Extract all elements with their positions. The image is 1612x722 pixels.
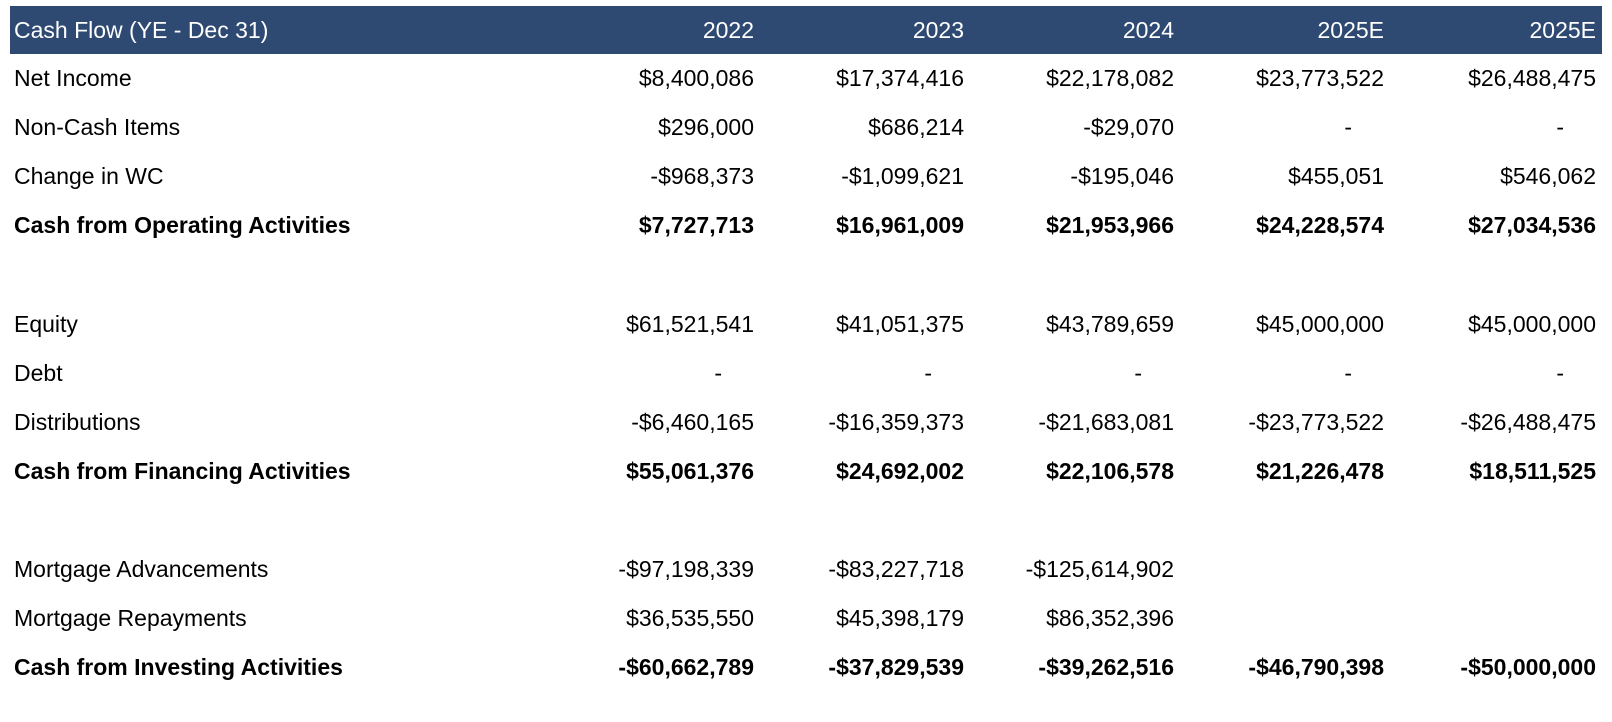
- row-label: Non-Cash Items: [14, 114, 181, 141]
- cell-value: -: [1344, 114, 1352, 141]
- cell-value: $24,692,002: [836, 457, 964, 484]
- cell-value: $686,214: [868, 114, 964, 141]
- cell-value: $21,226,478: [1256, 457, 1384, 484]
- cell-value: $45,000,000: [1468, 310, 1596, 337]
- row-mortgage-advancements: Mortgage Advancements -$97,198,339 -$83,…: [10, 545, 1602, 594]
- cell-value: -$60,662,789: [618, 654, 754, 681]
- header-row: Cash Flow (YE - Dec 31) 2022 2023 2024 2…: [10, 6, 1602, 54]
- cell-value: $27,034,536: [1468, 212, 1596, 239]
- row-cash-from-financing: Cash from Financing Activities $55,061,3…: [10, 447, 1602, 496]
- row-label: Cash from Investing Activities: [14, 654, 343, 681]
- spacer-row: [10, 250, 1602, 299]
- row-label: Distributions: [14, 408, 141, 435]
- cell-value: -$6,460,165: [631, 408, 754, 435]
- cell-value: $36,535,550: [626, 605, 754, 632]
- cell-value: $455,051: [1288, 163, 1384, 190]
- cell-value: $45,000,000: [1256, 310, 1384, 337]
- cell-value: $61,521,541: [626, 310, 754, 337]
- cell-value: -$195,046: [1070, 163, 1174, 190]
- column-header-2024: 2024: [1122, 16, 1174, 43]
- cash-flow-sheet: Cash Flow (YE - Dec 31) 2022 2023 2024 2…: [10, 6, 1602, 692]
- cell-value: -$39,262,516: [1038, 654, 1174, 681]
- cell-value: -$23,773,522: [1248, 408, 1384, 435]
- row-label: Cash from Financing Activities: [14, 457, 351, 484]
- spacer-row: [10, 496, 1602, 545]
- cell-value: -$29,070: [1083, 114, 1174, 141]
- row-cash-from-operating: Cash from Operating Activities $7,727,71…: [10, 201, 1602, 250]
- cell-value: $296,000: [658, 114, 754, 141]
- cell-value: -: [1344, 359, 1352, 386]
- cell-value: $55,061,376: [626, 457, 754, 484]
- row-net-income: Net Income $8,400,086 $17,374,416 $22,17…: [10, 54, 1602, 103]
- cell-value: $22,106,578: [1046, 457, 1174, 484]
- cell-value: -: [1556, 114, 1564, 141]
- row-cash-from-investing: Cash from Investing Activities -$60,662,…: [10, 643, 1602, 692]
- cell-value: -$97,198,339: [618, 555, 754, 582]
- cell-value: $45,398,179: [836, 605, 964, 632]
- cell-value: -$26,488,475: [1460, 408, 1596, 435]
- cell-value: -: [1134, 359, 1142, 386]
- row-distributions: Distributions -$6,460,165 -$16,359,373 -…: [10, 398, 1602, 447]
- cell-value: $23,773,522: [1256, 65, 1384, 92]
- cell-value: $86,352,396: [1046, 605, 1174, 632]
- row-debt: Debt - - - - -: [10, 349, 1602, 398]
- cell-value: -$1,099,621: [841, 163, 964, 190]
- row-label: Change in WC: [14, 163, 164, 190]
- cell-value: $546,062: [1500, 163, 1596, 190]
- table-title: Cash Flow (YE - Dec 31): [14, 16, 269, 43]
- row-non-cash-items: Non-Cash Items $296,000 $686,214 -$29,07…: [10, 103, 1602, 152]
- cash-flow-table: Cash Flow (YE - Dec 31) 2022 2023 2024 2…: [10, 6, 1602, 692]
- row-equity: Equity $61,521,541 $41,051,375 $43,789,6…: [10, 299, 1602, 348]
- cell-value: [1390, 545, 1602, 594]
- cell-value: $17,374,416: [836, 65, 964, 92]
- cell-value: [1180, 594, 1390, 643]
- column-header-2025e-b: 2025E: [1529, 16, 1596, 43]
- cell-value: -$125,614,902: [1025, 555, 1174, 582]
- cell-value: -$50,000,000: [1460, 654, 1596, 681]
- cell-value: -$16,359,373: [828, 408, 964, 435]
- cell-value: $43,789,659: [1046, 310, 1174, 337]
- cell-value: $21,953,966: [1046, 212, 1174, 239]
- cell-value: $18,511,525: [1469, 457, 1596, 484]
- cell-value: $22,178,082: [1046, 65, 1174, 92]
- row-label: Mortgage Repayments: [14, 605, 247, 632]
- cell-value: $8,400,086: [638, 65, 754, 92]
- cell-value: $24,228,574: [1256, 212, 1384, 239]
- cell-value: [1180, 545, 1390, 594]
- row-change-in-wc: Change in WC -$968,373 -$1,099,621 -$195…: [10, 152, 1602, 201]
- row-label: Mortgage Advancements: [14, 555, 269, 582]
- cell-value: $7,727,713: [638, 212, 754, 239]
- cell-value: $41,051,375: [836, 310, 964, 337]
- cell-value: -: [714, 359, 722, 386]
- column-header-2022: 2022: [702, 16, 754, 43]
- cell-value: -: [1556, 359, 1564, 386]
- row-label: Net Income: [14, 65, 132, 92]
- row-label: Equity: [14, 310, 78, 337]
- cell-value: -$37,829,539: [828, 654, 964, 681]
- cell-value: -$46,790,398: [1248, 654, 1384, 681]
- cell-value: $16,961,009: [836, 212, 964, 239]
- cell-value: -$21,683,081: [1038, 408, 1174, 435]
- column-header-2023: 2023: [912, 16, 964, 43]
- row-label: Debt: [14, 359, 63, 386]
- cell-value: -: [924, 359, 932, 386]
- cell-value: $26,488,475: [1468, 65, 1596, 92]
- row-label: Cash from Operating Activities: [14, 212, 351, 239]
- cell-value: [1390, 594, 1602, 643]
- row-mortgage-repayments: Mortgage Repayments $36,535,550 $45,398,…: [10, 594, 1602, 643]
- cell-value: -$968,373: [650, 163, 754, 190]
- column-header-2025e-a: 2025E: [1317, 16, 1384, 43]
- cell-value: -$83,227,718: [828, 555, 964, 582]
